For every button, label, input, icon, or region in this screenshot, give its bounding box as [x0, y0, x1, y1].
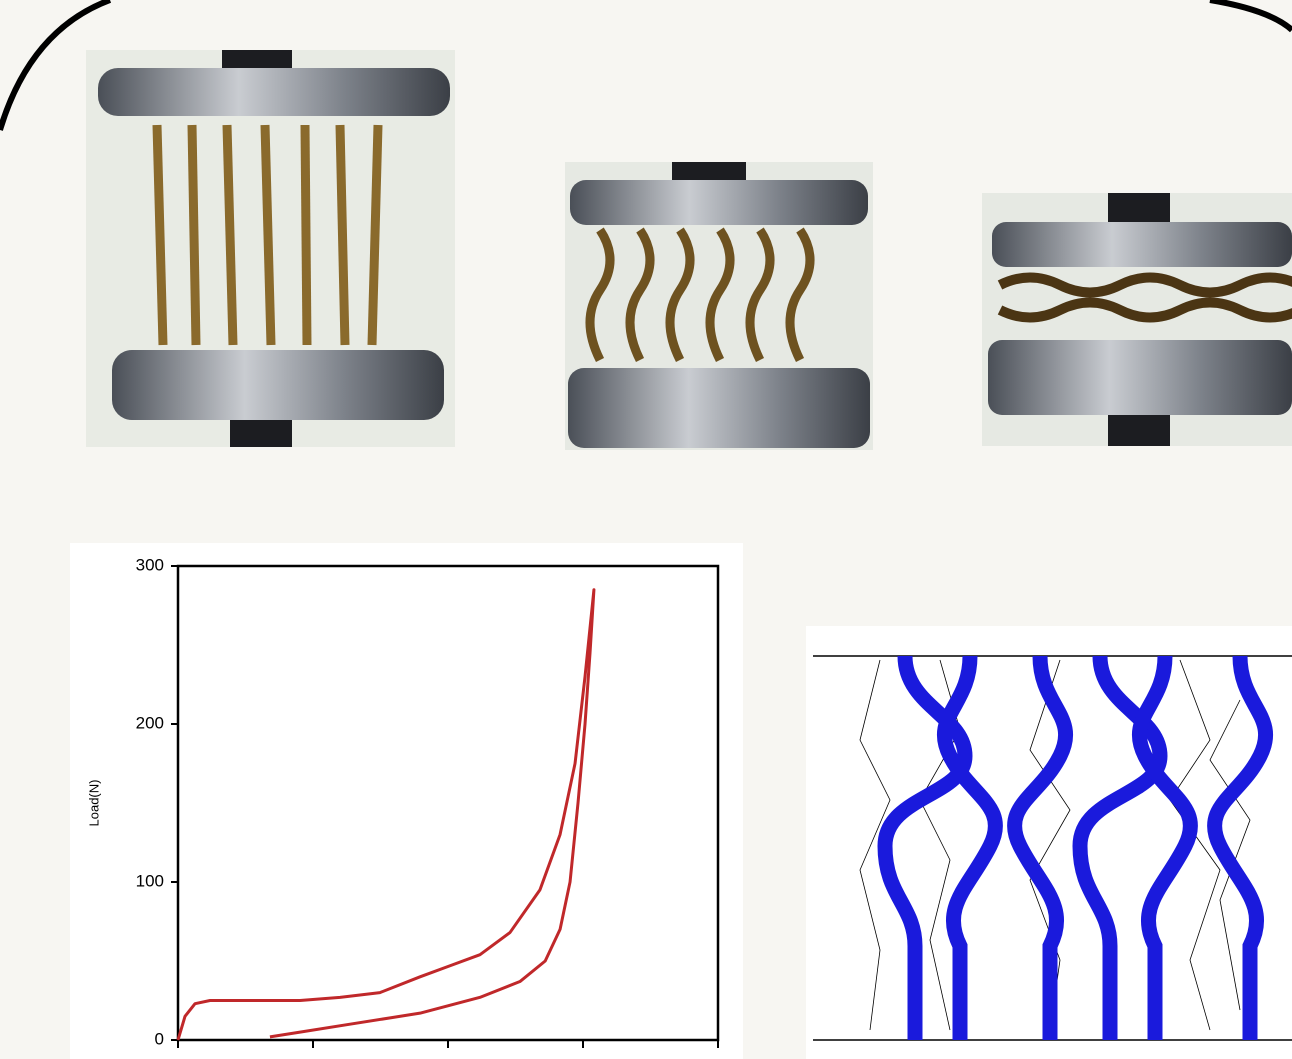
y-axis-label: Load(N) — [86, 780, 101, 827]
y-tick-label: 100 — [136, 871, 164, 890]
photo-2 — [565, 162, 873, 450]
page: Load(N) 0100200300 (() => { const data =… — [0, 0, 1292, 1059]
diagram — [806, 626, 1292, 1059]
photo-3 — [982, 193, 1292, 446]
y-tick-label: 200 — [136, 713, 164, 732]
frame-arc — [1210, 0, 1292, 30]
y-tick-label: 300 — [136, 555, 164, 574]
figure: Load(N) 0 100 200 300 — [0, 0, 1292, 1059]
photo-1 — [86, 50, 455, 447]
y-tick-label: 0 — [155, 1029, 164, 1048]
